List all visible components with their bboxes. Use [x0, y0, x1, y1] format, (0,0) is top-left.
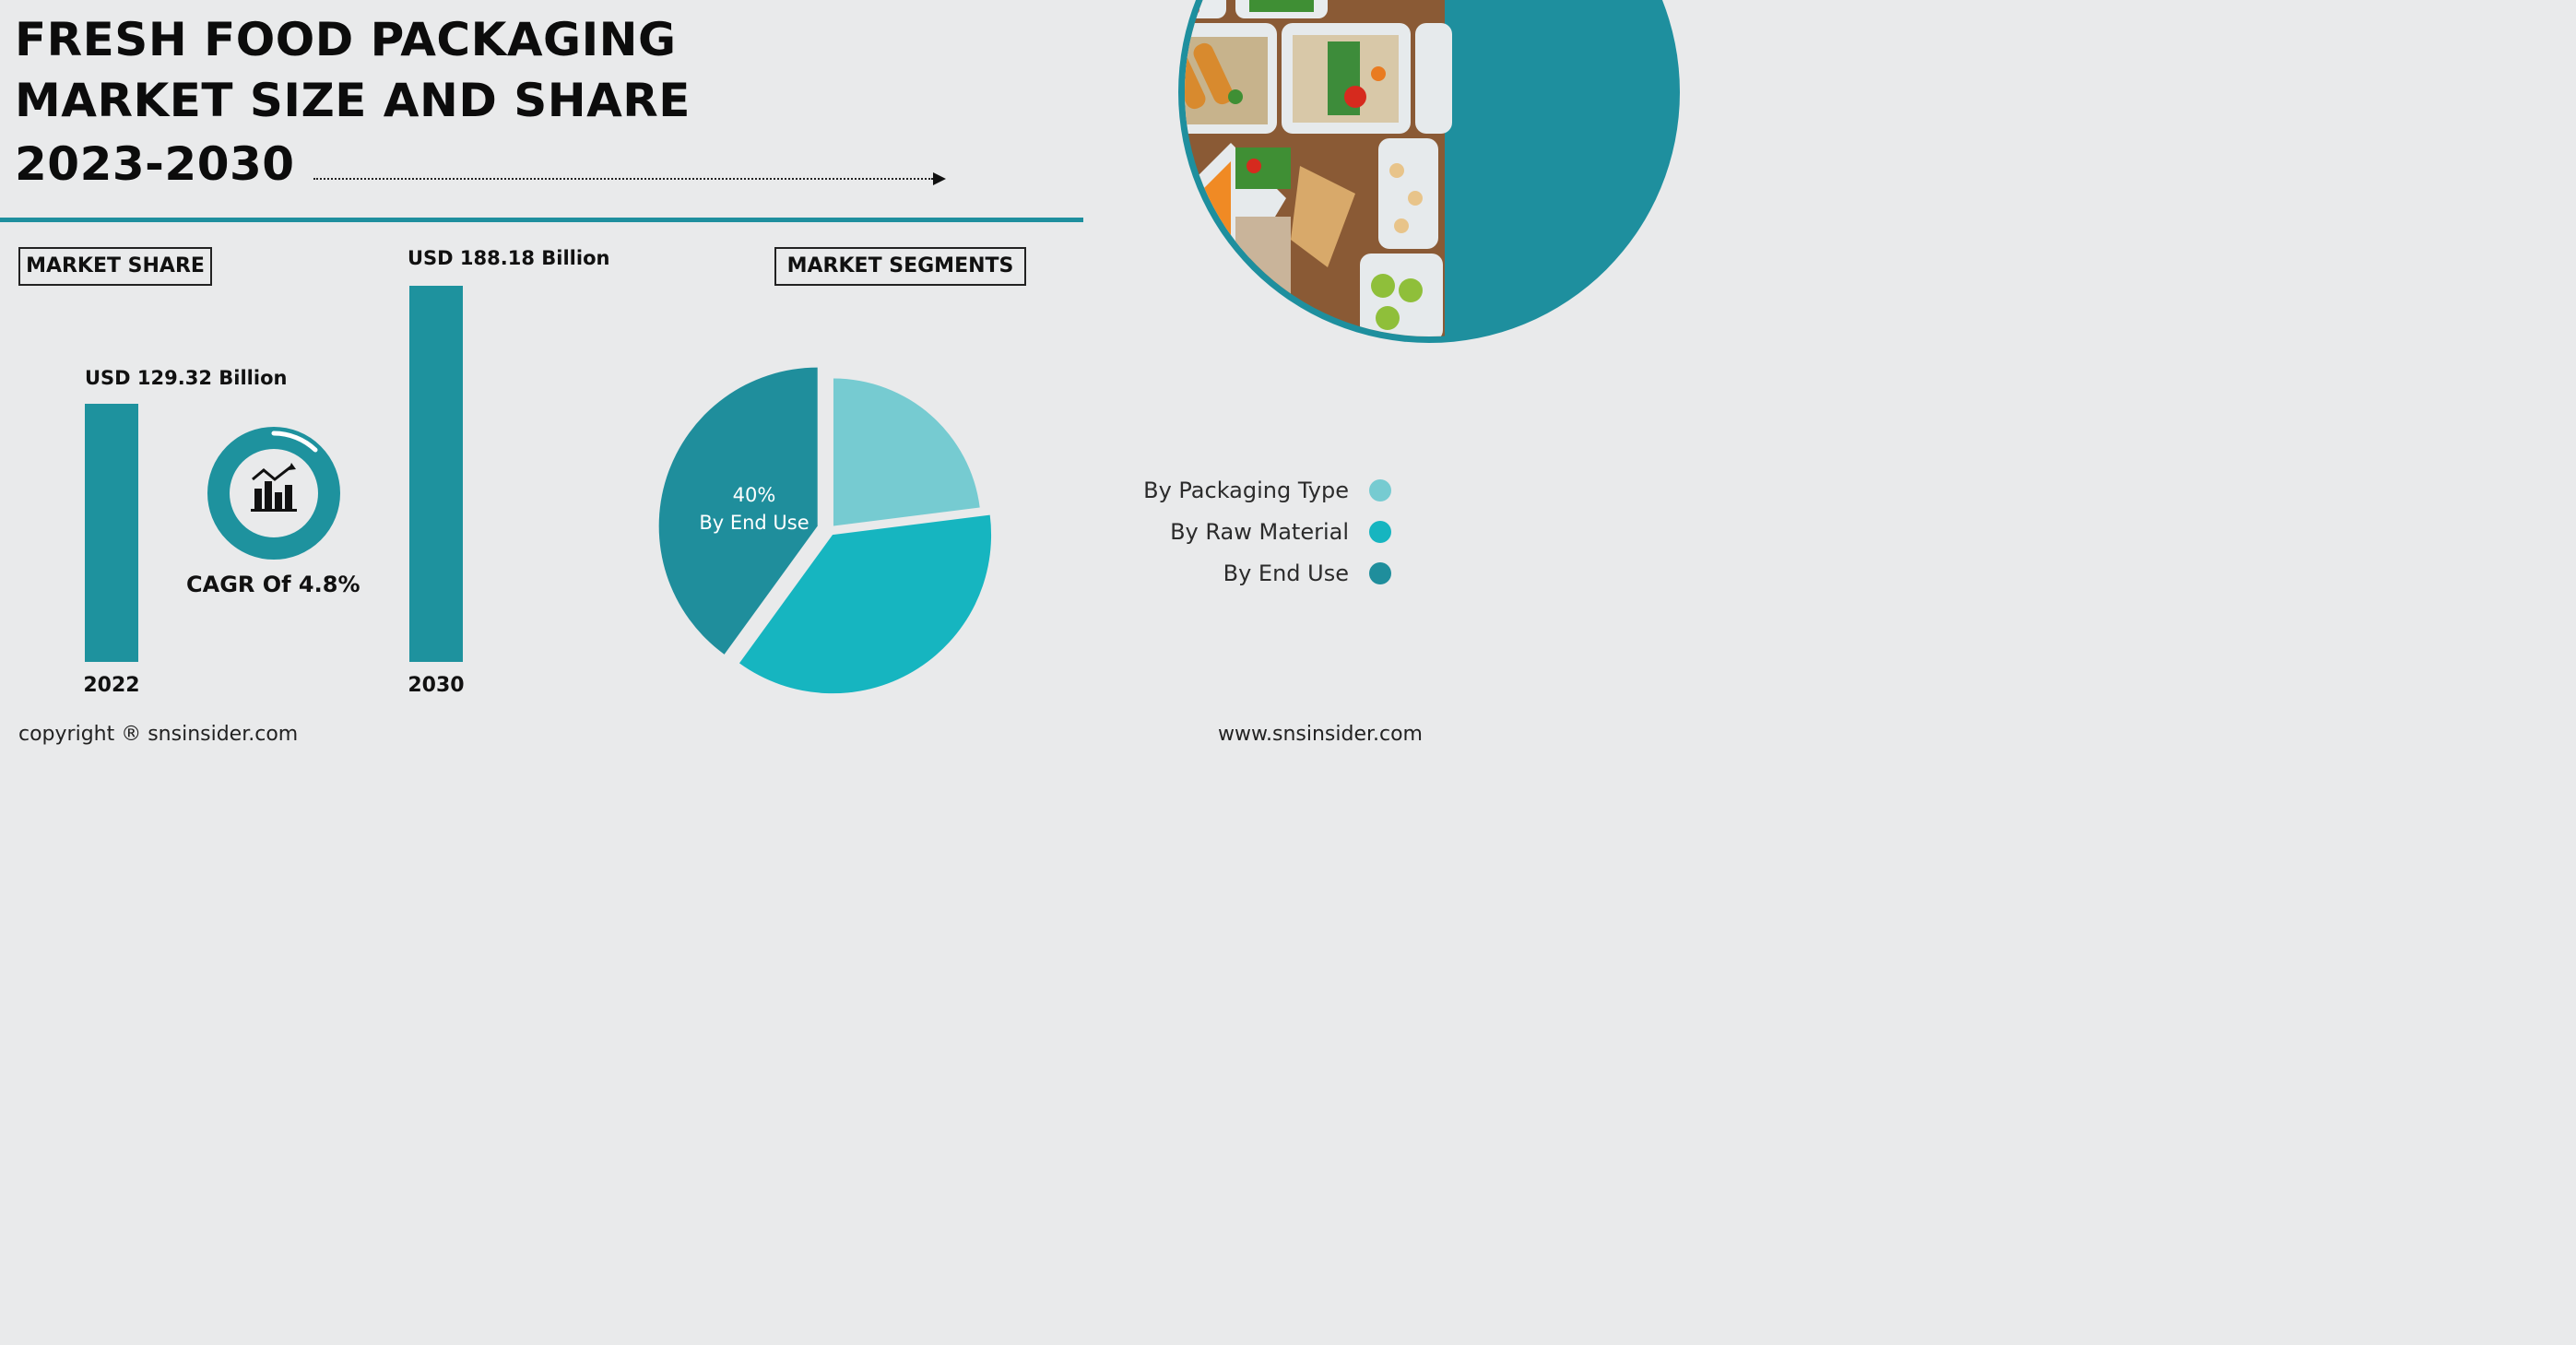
page-title-line-3: 2023-2030 [15, 137, 295, 191]
growth-chart-icon [251, 463, 297, 512]
pie-slice-end-use [658, 367, 818, 655]
legend-swatch-end-use [1369, 562, 1391, 584]
x-tick-label-2022: 2022 [83, 674, 140, 697]
page-title-line-1: FRESH FOOD PACKAGING [15, 13, 677, 66]
market-share-heading: MARKET SHARE [18, 247, 212, 286]
legend-label: By Packaging Type [1143, 478, 1349, 503]
bar-2022 [85, 403, 138, 662]
legend-item-end-use: By End Use [1223, 560, 1391, 586]
pie-annotation-percent: 40% [732, 484, 776, 506]
pie-annotation: 40% By End Use [680, 481, 828, 537]
pie-slice-packaging-type [833, 378, 980, 526]
pie-annotation-segment: By End Use [699, 512, 809, 534]
legend-swatch-packaging-type [1369, 479, 1391, 501]
legend-label: By End Use [1223, 560, 1349, 586]
food-containers-image [1178, 0, 1680, 343]
market-segments-heading: MARKET SEGMENTS [774, 247, 1026, 286]
legend-item-raw-material: By Raw Material [1170, 519, 1391, 545]
page-title-line-2: MARKET SIZE AND SHARE [15, 74, 691, 127]
x-tick-label-2030: 2030 [408, 674, 465, 697]
legend-label: By Raw Material [1170, 519, 1349, 545]
market-segments-pie-chart [658, 367, 992, 694]
bar-2030 [409, 286, 463, 662]
bar-value-label-2030: USD 188.18 Billion [408, 247, 610, 269]
legend-item-packaging-type: By Packaging Type [1143, 478, 1391, 503]
dotted-arrow-line [313, 178, 933, 180]
pie-slice-raw-material [739, 514, 992, 694]
bar-value-label-2022: USD 129.32 Billion [85, 367, 288, 389]
arrow-head-icon [933, 172, 946, 185]
legend-swatch-raw-material [1369, 521, 1391, 543]
cagr-text: CAGR Of 4.8% [186, 572, 360, 597]
copyright-text: copyright ® snsinsider.com [18, 723, 299, 746]
cagr-ring-icon [207, 427, 340, 560]
header-divider [0, 218, 1083, 222]
website-link[interactable]: www.snsinsider.com [1218, 723, 1423, 746]
